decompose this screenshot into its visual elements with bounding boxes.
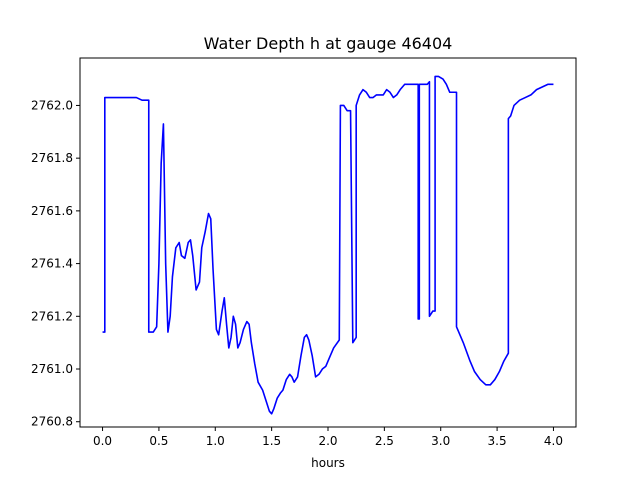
x-axis: 0.0 0.5 1.0 1.5 2.0 2.5 3.0 3.5 4.0 xyxy=(93,427,563,448)
x-tick-label: 3.0 xyxy=(431,434,450,448)
y-tick-label: 2760.8 xyxy=(31,415,73,429)
x-tick-label: 1.0 xyxy=(206,434,225,448)
y-tick-label: 2761.6 xyxy=(31,204,73,218)
x-tick-label: 0.5 xyxy=(149,434,168,448)
y-tick-label: 2762.0 xyxy=(31,98,73,112)
x-tick-label: 4.0 xyxy=(544,434,563,448)
y-tick-label: 2761.4 xyxy=(31,257,73,271)
x-tick-label: 3.5 xyxy=(488,434,507,448)
chart-title: Water Depth h at gauge 46404 xyxy=(204,34,453,53)
y-axis: 2760.8 2761.0 2761.2 2761.4 2761.6 2761.8 2762… xyxy=(31,98,80,429)
x-tick-label: 2.0 xyxy=(318,434,337,448)
x-tick-label: 1.5 xyxy=(262,434,281,448)
y-tick-label: 2761.8 xyxy=(31,151,73,165)
x-tick-label: 0.0 xyxy=(93,434,112,448)
y-tick-label: 2761.0 xyxy=(31,362,73,376)
x-tick-label: 2.5 xyxy=(375,434,394,448)
plot-area xyxy=(102,75,554,415)
series-line-0 xyxy=(102,75,554,415)
x-axis-label: hours xyxy=(311,456,345,470)
y-tick-label: 2761.2 xyxy=(31,309,73,323)
